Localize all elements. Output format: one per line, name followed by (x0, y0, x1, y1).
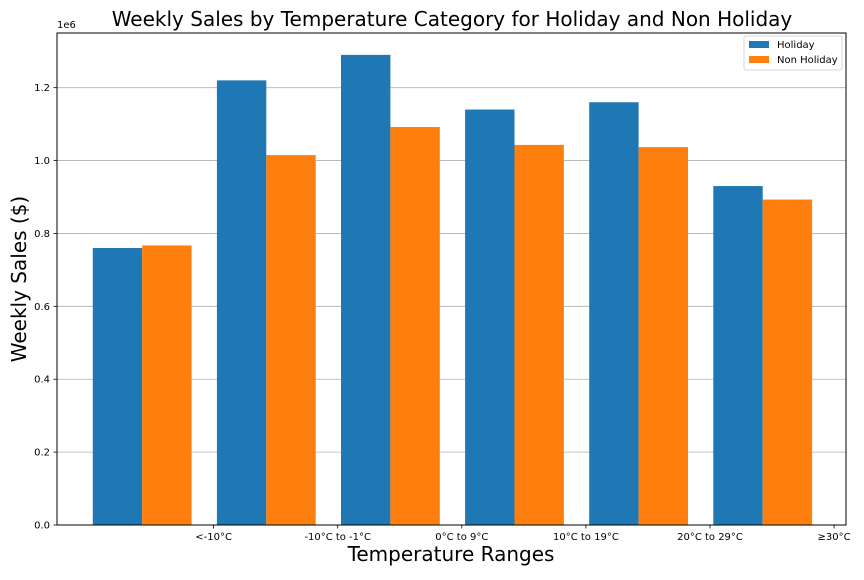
legend: Holiday Non Holiday (743, 35, 843, 71)
x-axis-label: Temperature Ranges (347, 542, 555, 566)
legend-swatch (749, 41, 769, 48)
bar-non-holiday (142, 245, 192, 525)
x-tick-label: 0°C to 9°C (435, 532, 488, 543)
bar-holiday (465, 109, 515, 526)
bar-non-holiday (638, 147, 688, 525)
bar-holiday (92, 248, 143, 525)
bar-holiday (341, 54, 391, 525)
y-tick-label: 0.4 (34, 375, 50, 386)
x-tick-label: -10°C to -1°C (304, 532, 371, 543)
y-axis-label: Weekly Sales ($) (7, 196, 31, 362)
chart-title: Weekly Sales by Temperature Category for… (112, 7, 793, 31)
y-axis-ticks: 0.0 0.2 0.4 0.6 0.8 1.0 1.2 (34, 83, 57, 532)
y-tick-label: 0.6 (34, 302, 50, 313)
bar-non-holiday (266, 155, 316, 526)
bars-group (92, 54, 813, 526)
y-tick-label: 0.8 (34, 229, 50, 240)
bar-non-holiday (514, 144, 564, 525)
x-tick-label: <-10°C (195, 532, 232, 543)
y-tick-label: 1.2 (34, 83, 50, 94)
x-tick-label: 10°C to 19°C (553, 532, 619, 543)
plot-frame (56, 32, 847, 526)
legend-swatch (749, 56, 769, 63)
bar-holiday (713, 186, 763, 526)
y-offset-text: 1e6 (57, 20, 76, 31)
legend-label: Non Holiday (777, 55, 838, 66)
bar-holiday (216, 80, 267, 525)
bar-holiday (589, 102, 639, 525)
legend-label: Holiday (777, 40, 815, 51)
bar-non-holiday (762, 199, 813, 525)
x-axis-ticks: <-10°C -10°C to -1°C 0°C to 9°C 10°C to 19°… (195, 525, 851, 543)
x-tick-label: 20°C to 29°C (677, 532, 743, 543)
y-tick-label: 0.0 (34, 521, 50, 532)
y-tick-label: 1.0 (34, 156, 50, 167)
x-tick-label: ≥30°C (818, 532, 851, 543)
y-tick-label: 0.2 (34, 448, 50, 459)
bar-non-holiday (390, 127, 440, 525)
